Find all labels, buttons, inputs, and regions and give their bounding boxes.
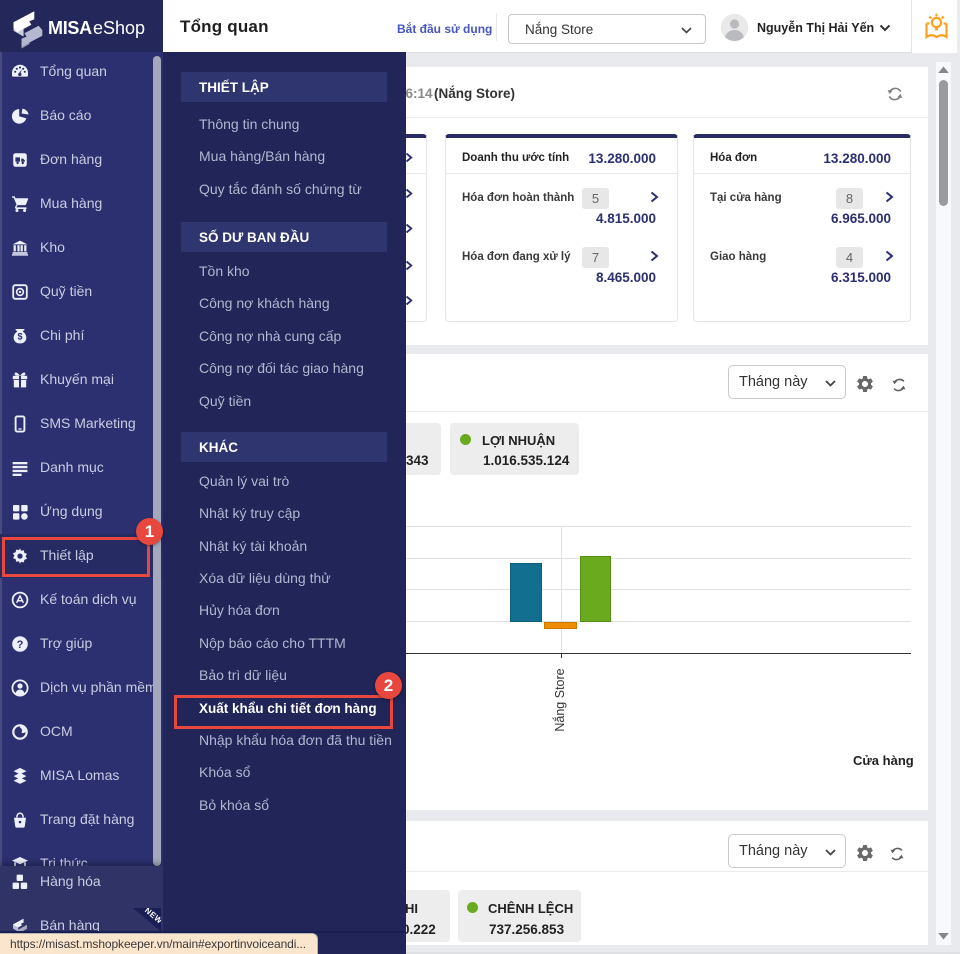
svg-text:?: ?: [17, 639, 24, 651]
svg-text:$: $: [17, 332, 22, 342]
